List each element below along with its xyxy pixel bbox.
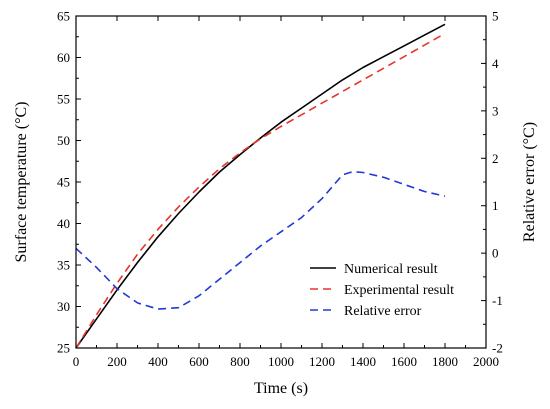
x-tick-label: 1200 <box>309 354 335 369</box>
y-tick-label: 40 <box>57 216 70 231</box>
axes: 0 200 400 600 800 1000 1200 1400 1600 1800 2000253… <box>57 9 503 370</box>
y-tick-label: 50 <box>57 133 70 148</box>
legend: Numerical result Experimental result Relat… <box>310 262 454 319</box>
y2-tick-label: 5 <box>492 9 499 24</box>
y-tick-label: 35 <box>57 258 70 273</box>
y2-tick-label: 2 <box>492 151 499 166</box>
x-axis-title: Time (s) <box>254 380 308 397</box>
y-tick-label: 65 <box>57 9 70 24</box>
x-tick-label: 2000 <box>473 354 499 369</box>
series-line-3 <box>75 170 446 310</box>
y2-tick-label: -2 <box>492 341 503 356</box>
x-tick-label: 200 <box>107 354 127 369</box>
legend-label-1: Numerical result <box>344 262 438 277</box>
series-line-1 <box>75 23 446 349</box>
plot-area <box>75 23 446 349</box>
x-tick-label: 0 <box>73 354 80 369</box>
x-tick-label: 400 <box>148 354 168 369</box>
y2-tick-label: 0 <box>492 246 499 261</box>
x-tick-label: 600 <box>189 354 209 369</box>
y-tick-label: 30 <box>57 299 70 314</box>
y2-tick-label: -1 <box>492 293 503 308</box>
plot-frame <box>75 15 487 349</box>
x-tick-label: 1400 <box>350 354 376 369</box>
legend-label-2: Experimental result <box>344 283 454 298</box>
y-axis-title: Surface temperature (°C) <box>13 102 30 263</box>
series-line-2 <box>75 32 446 349</box>
y2-tick-label: 3 <box>492 103 499 118</box>
x-tick-label: 1000 <box>268 354 294 369</box>
legend-label-3: Relative error <box>344 304 422 319</box>
y-tick-label: 55 <box>57 92 70 107</box>
y-tick-label: 45 <box>57 175 70 190</box>
y2-axis-title: Relative error (°C) <box>521 122 538 242</box>
x-tick-label: 1800 <box>432 354 458 369</box>
y2-tick-label: 4 <box>492 56 499 71</box>
y-tick-label: 60 <box>57 50 70 65</box>
x-tick-label: 800 <box>230 354 250 369</box>
y-tick-label: 25 <box>57 341 70 356</box>
y2-tick-label: 1 <box>492 198 499 213</box>
x-tick-label: 1600 <box>391 354 417 369</box>
